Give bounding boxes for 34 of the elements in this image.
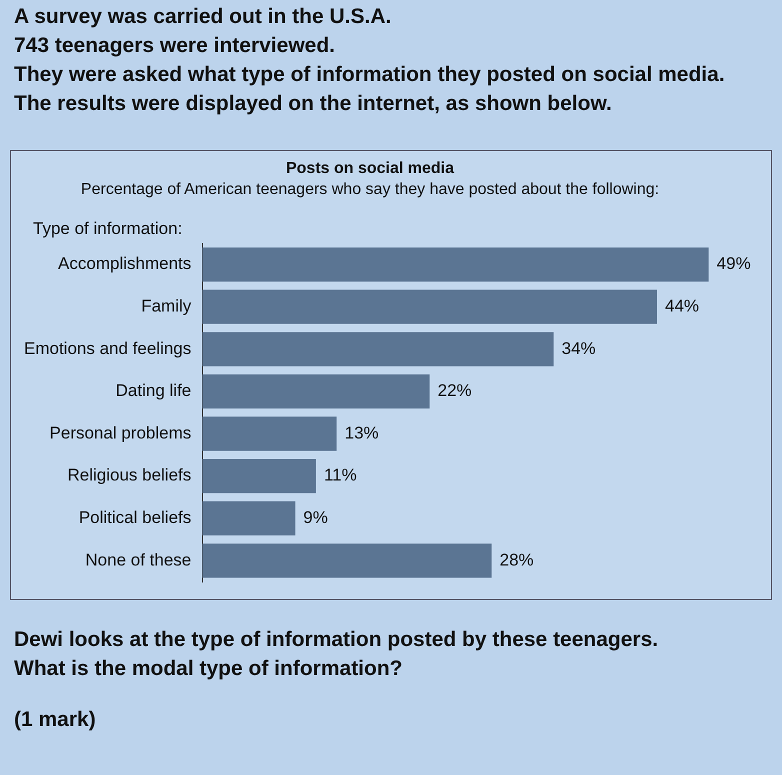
bar [202, 501, 296, 536]
y-tick-label: None of these [85, 550, 192, 570]
bar [202, 332, 554, 366]
text: They were asked what type of information they posted on social media. [14, 62, 725, 88]
bar [202, 544, 492, 578]
data-label: 11% [324, 466, 357, 485]
text: The results were displayed on the internet, as shown below. [14, 91, 613, 117]
text: Dewi looks at the type of information posted by these teenagers. [14, 627, 658, 653]
text: A survey was carried out in the U.S.A. [14, 4, 392, 30]
bar [202, 416, 337, 451]
y-tick-label: Personal problems [50, 423, 192, 442]
data-label: 9% [303, 508, 328, 528]
data-label: 49% [716, 254, 751, 274]
bar [202, 374, 430, 409]
bar [202, 458, 316, 494]
data-label: 22% [438, 381, 472, 400]
text: 743 teenagers were interviewed. [14, 33, 336, 59]
y-axis-title: Type of information: [33, 219, 182, 239]
data-label: 28% [500, 550, 534, 570]
y-tick-label: Emotions and feelings [24, 338, 192, 358]
bar [202, 247, 709, 282]
data-label: 34% [562, 338, 596, 358]
data-label: 44% [664, 296, 700, 316]
chart-subtitle: Percentage of American teenagers who say they have posted about the following: [80, 181, 660, 198]
text: What is the modal type of information? [14, 656, 404, 682]
text: (1 mark) [14, 707, 97, 733]
y-tick-label: Political beliefs [78, 508, 192, 528]
y-tick-label: Accomplishments [58, 254, 192, 274]
bar [202, 290, 657, 324]
y-tick-label: Family [141, 296, 192, 316]
y-tick-label: Dating life [116, 381, 192, 400]
data-label: 13% [344, 423, 379, 442]
y-tick-label: Religious beliefs [67, 466, 192, 485]
chart-title: Posts on social media [286, 160, 454, 178]
